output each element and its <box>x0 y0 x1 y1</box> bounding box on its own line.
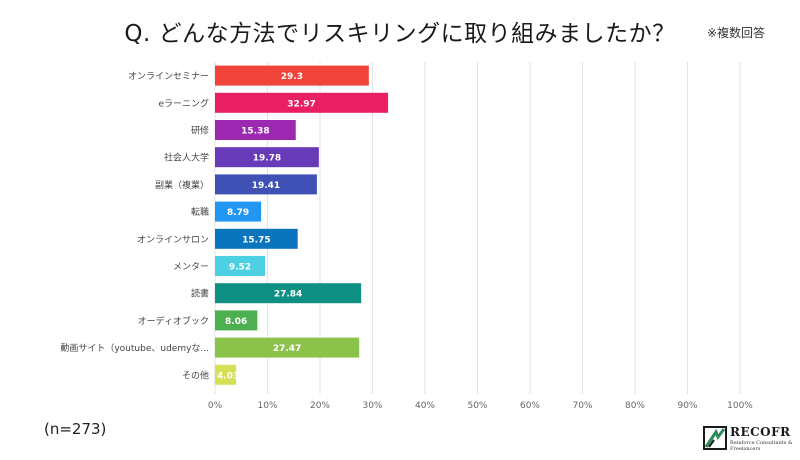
category-label: オンラインセミナー <box>128 71 209 82</box>
page-title: Q. どんな方法でリスキリングに取り組みましたか？ <box>124 21 676 47</box>
category-label: その他 <box>182 369 209 381</box>
category-label: 動画サイト（youtube、udemyな... <box>60 343 209 354</box>
x-tick-label: 80% <box>625 401 645 411</box>
x-tick-label: 100% <box>727 401 753 411</box>
x-tick-label: 30% <box>362 401 382 411</box>
bar <box>215 310 258 331</box>
x-tick-label: 70% <box>572 401 592 411</box>
category-label: オーディオブック <box>138 315 209 327</box>
sample-size-label: (n=273) <box>44 420 107 438</box>
recofr-logo: RECOFR Reinforce Consultants & Freelance… <box>703 424 795 454</box>
bar-value-label: 8.06 <box>225 317 247 327</box>
category-label: 読書 <box>191 288 209 300</box>
bar-value-label: 27.84 <box>274 290 302 300</box>
x-tick-label: 60% <box>520 401 540 411</box>
x-tick-label: 50% <box>467 401 487 411</box>
logo-mark-icon <box>703 426 727 450</box>
bar-value-label: 4.03 <box>217 371 239 381</box>
bar-value-label: 19.41 <box>252 181 280 191</box>
category-label: 研修 <box>191 125 209 137</box>
bar <box>215 337 360 358</box>
bar <box>215 120 296 140</box>
bar <box>215 364 237 385</box>
logo-name: RECOFR <box>730 425 791 439</box>
x-tick-label: 0% <box>208 401 223 411</box>
bar <box>215 147 319 168</box>
category-label: メンター <box>173 262 209 273</box>
category-label: 社会人大学 <box>164 152 209 164</box>
bar-value-label: 27.47 <box>273 344 301 354</box>
bar-value-label: 15.38 <box>241 127 269 137</box>
x-tick-label: 10% <box>257 401 277 411</box>
bar <box>215 65 369 86</box>
bar-chart: 0% 10% 20% 30% 40% 50% 60% 70% 80% 90% 100% オンラインセミ… <box>60 62 753 411</box>
bar <box>215 228 298 249</box>
bar <box>215 283 362 304</box>
category-label: 副業（複業） <box>155 179 209 191</box>
category-label: eラーニング <box>158 97 209 109</box>
bar-value-label: 32.97 <box>287 99 315 109</box>
category-label: 転職 <box>191 207 209 218</box>
bar-value-label: 9.52 <box>229 263 251 273</box>
x-tick-label: 20% <box>310 401 330 411</box>
bar <box>215 92 389 113</box>
bar-value-label: 19.78 <box>253 154 281 164</box>
bar-value-label: 8.79 <box>227 208 249 218</box>
bar <box>215 201 262 222</box>
bar <box>215 256 265 276</box>
x-tick-label: 40% <box>415 401 435 411</box>
category-label: オンラインサロン <box>137 234 209 245</box>
bar <box>215 174 317 195</box>
bar-value-label: 15.75 <box>242 235 270 245</box>
bar-value-label: 29.3 <box>281 72 303 82</box>
x-tick-label: 90% <box>677 401 697 411</box>
multiple-answer-note: ※複数回答 <box>707 26 766 40</box>
logo-tagline: Reinforce Consultants & Freelancers <box>730 440 793 452</box>
